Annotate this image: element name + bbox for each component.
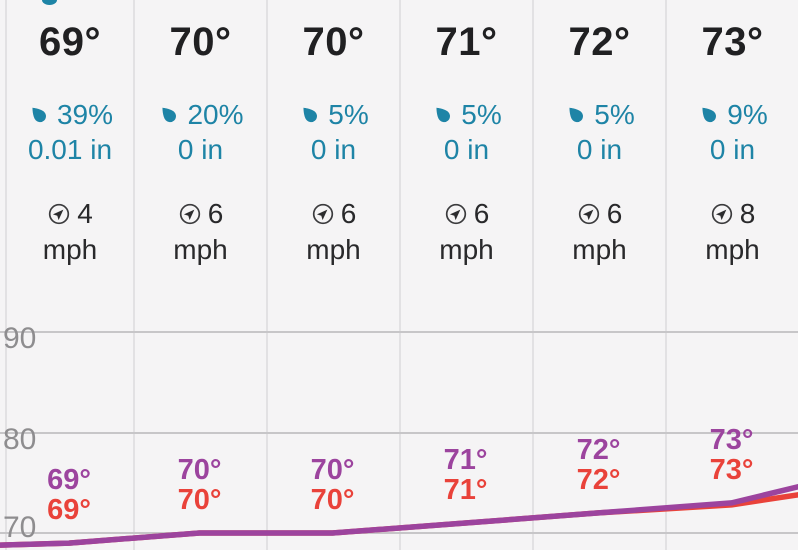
precip-amount: 0 in [709, 134, 756, 165]
wind-speed: 4 [77, 198, 93, 229]
wind-speed: 8 [739, 198, 756, 229]
wind-row: 8 [667, 197, 798, 230]
precip-amount: 0.01 in [27, 134, 113, 165]
forecast-column[interactable]: 73° 9% 0 in 8 mph [665, 0, 798, 550]
horizontal-gridline [0, 432, 798, 434]
precip-percent: 5% [594, 99, 635, 130]
temperature-value: 73° [701, 20, 764, 64]
chart-label-red: 70° [310, 484, 355, 516]
y-axis-tick-label: 80 [3, 423, 37, 456]
wind-direction-icon [179, 203, 200, 224]
chart-label-purple: 72° [576, 434, 621, 466]
wind-row: 6 [401, 197, 532, 230]
wind-unit: mph [173, 234, 228, 265]
precip-amount: 0 in [310, 134, 357, 165]
chart-label-purple: 73° [709, 424, 754, 456]
wind-direction-icon [711, 203, 732, 224]
precip-amount: 0 in [177, 134, 224, 165]
wind-speed: 6 [207, 198, 224, 229]
chart-label-red: 71° [443, 474, 488, 506]
wind-row: 6 [135, 197, 266, 230]
wind-unit: mph [439, 234, 494, 265]
precip-row: 20% [135, 98, 266, 131]
temperature-value: 70° [169, 20, 232, 64]
temperature-value: 72° [568, 20, 631, 64]
cutoff-droplet-icon [42, 0, 57, 5]
wind-direction-icon [312, 203, 333, 224]
precip-row: 5% [268, 98, 399, 131]
forecast-column[interactable]: 70° 20% 0 in 6 mph [133, 0, 266, 550]
precip-droplet-icon [303, 107, 318, 123]
precip-row: 9% [667, 98, 798, 131]
precip-row: 5% [534, 98, 665, 131]
forecast-column[interactable]: 71° 5% 0 in 6 mph [399, 0, 532, 550]
wind-direction-icon [578, 203, 599, 224]
wind-unit: mph [572, 234, 627, 265]
wind-unit: mph [705, 234, 760, 265]
chart-label-red: 73° [709, 454, 754, 486]
precip-droplet-icon [569, 107, 584, 123]
wind-unit: mph [306, 234, 361, 265]
precip-row: 5% [401, 98, 532, 131]
wind-row: 6 [268, 197, 399, 230]
wind-direction-icon [445, 203, 466, 224]
wind-direction-icon [49, 203, 70, 224]
precip-percent: 9% [727, 99, 768, 130]
chart-label-red: 70° [177, 484, 222, 516]
chart-label-red: 69° [47, 494, 91, 526]
precip-percent: 5% [328, 99, 369, 130]
chart-label-purple: 70° [177, 454, 222, 486]
wind-unit: mph [42, 234, 98, 265]
temperature-line-purple [0, 484, 798, 548]
chart-label-red: 72° [576, 464, 621, 496]
precip-droplet-icon [436, 107, 451, 123]
forecast-column[interactable]: 72° 5% 0 in 6 mph [532, 0, 665, 550]
horizontal-gridline [0, 331, 798, 333]
temperature-value: 69° [39, 20, 101, 64]
precip-droplet-icon [32, 107, 46, 123]
forecast-column[interactable]: 70° 5% 0 in 6 mph [266, 0, 399, 550]
temperature-value: 70° [302, 20, 365, 64]
precip-percent: 5% [461, 99, 502, 130]
wind-row: 6 [534, 197, 665, 230]
precip-amount: 0 in [443, 134, 490, 165]
precip-amount: 0 in [576, 134, 623, 165]
chart-label-purple: 69° [47, 464, 91, 496]
y-axis-tick-label: 90 [3, 322, 37, 355]
precip-percent: 39% [56, 99, 114, 130]
precip-row: 39% [7, 98, 133, 131]
precip-droplet-icon [702, 107, 717, 123]
chart-label-purple: 71° [443, 444, 488, 476]
wind-speed: 6 [473, 198, 490, 229]
horizontal-gridline [0, 532, 798, 534]
precip-percent: 20% [187, 99, 244, 130]
wind-speed: 6 [606, 198, 623, 229]
precip-droplet-icon [162, 107, 177, 123]
forecast-column[interactable]: 69° 39% 0.01 in 4 mph [5, 0, 133, 550]
chart-label-purple: 70° [310, 454, 355, 486]
wind-speed: 6 [340, 198, 357, 229]
wind-row: 4 [7, 197, 133, 230]
y-axis-tick-label: 70 [3, 511, 37, 544]
temperature-value: 71° [435, 20, 498, 64]
